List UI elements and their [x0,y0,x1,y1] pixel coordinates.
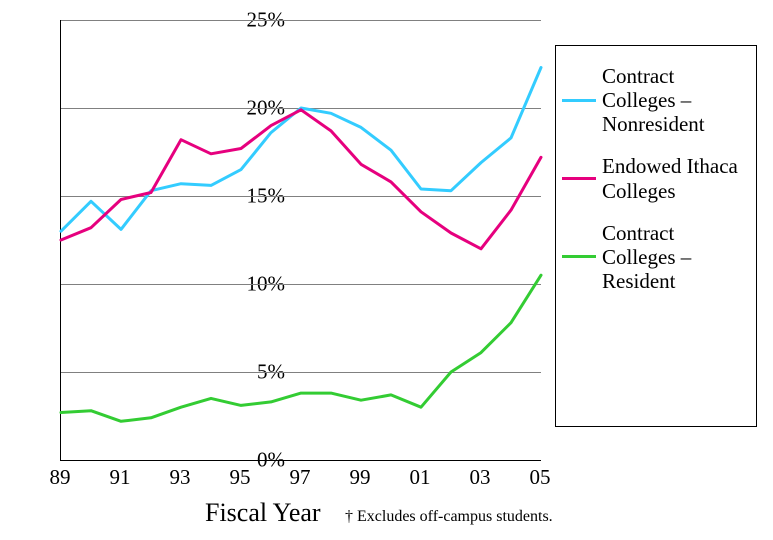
x-tick-5: 99 [350,465,371,490]
chart-footnote: † Excludes off-campus students. [345,508,553,526]
x-tick-7: 03 [470,465,491,490]
legend-label-resident: Contract Colleges – Resident [602,221,750,293]
legend-swatch-endowed [562,177,596,180]
legend-item-resident: Contract Colleges – Resident [562,221,750,293]
legend-label-nonresident: Contract Colleges – Nonresident [602,64,750,136]
series-resident [61,275,541,421]
x-tick-0: 89 [50,465,71,490]
chart-container: 0% 5% 10% 15% 20% 25% 89 91 93 95 97 99 … [0,0,773,540]
plot-area [60,20,541,461]
legend: Contract Colleges – Nonresident Endowed … [555,45,757,427]
x-tick-4: 97 [290,465,311,490]
x-tick-1: 91 [110,465,131,490]
legend-item-endowed: Endowed Ithaca Colleges [562,154,750,202]
legend-swatch-nonresident [562,99,596,102]
series-nonresident [61,68,541,232]
x-tick-8: 05 [530,465,551,490]
x-tick-3: 95 [230,465,251,490]
legend-label-endowed: Endowed Ithaca Colleges [602,154,750,202]
legend-swatch-resident [562,255,596,258]
x-tick-2: 93 [170,465,191,490]
series-endowed [61,110,541,249]
legend-item-nonresident: Contract Colleges – Nonresident [562,64,750,136]
x-tick-6: 01 [410,465,431,490]
x-axis-title: Fiscal Year [205,498,321,528]
line-series-svg [61,20,541,460]
